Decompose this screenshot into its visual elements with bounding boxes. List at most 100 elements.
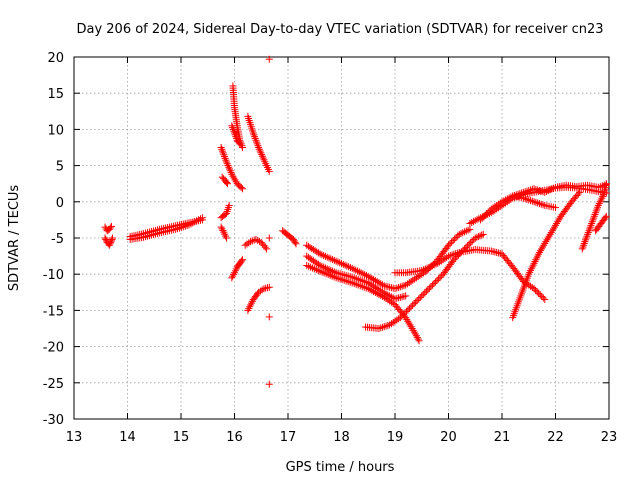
data-point xyxy=(371,289,379,297)
data-point xyxy=(254,236,262,244)
data-point xyxy=(396,283,404,291)
data-point xyxy=(404,306,412,314)
y-tick-label: 20 xyxy=(47,51,64,66)
data-point xyxy=(445,252,452,260)
data-point xyxy=(380,293,388,301)
data-point xyxy=(409,326,417,334)
data-point xyxy=(375,290,383,298)
data-point xyxy=(368,274,376,282)
data-point xyxy=(602,180,610,188)
data-point xyxy=(265,283,273,291)
series-arc-13 xyxy=(241,235,271,253)
data-point xyxy=(530,185,538,193)
data-point xyxy=(228,274,236,282)
data-point xyxy=(387,320,395,328)
data-point xyxy=(327,266,335,274)
data-point xyxy=(434,259,442,267)
data-point xyxy=(325,266,333,274)
data-point xyxy=(523,195,531,203)
data-point xyxy=(552,221,559,229)
data-point xyxy=(594,201,602,209)
y-tick-label: -10 xyxy=(43,268,64,283)
data-point xyxy=(420,266,428,274)
data-point xyxy=(389,299,397,307)
data-point xyxy=(574,190,582,198)
data-point xyxy=(290,237,298,245)
data-point xyxy=(217,223,225,231)
data-point xyxy=(421,265,429,273)
data-point xyxy=(318,251,326,259)
data-point xyxy=(532,256,540,264)
data-point xyxy=(584,229,592,237)
data-point xyxy=(579,243,587,251)
data-point xyxy=(258,151,266,159)
data-point xyxy=(247,238,255,246)
data-point xyxy=(370,276,378,284)
data-point xyxy=(598,194,606,202)
data-point xyxy=(527,267,535,275)
data-point xyxy=(238,257,246,265)
y-axis-label: SDTVAR / TECUs xyxy=(7,185,22,292)
series-arc-22 xyxy=(303,262,423,345)
data-point xyxy=(413,297,421,305)
data-point xyxy=(355,268,363,276)
data-point xyxy=(291,238,299,246)
data-point xyxy=(364,272,372,280)
data-point xyxy=(375,325,383,332)
data-point xyxy=(507,193,515,201)
data-point xyxy=(292,240,300,248)
data-point xyxy=(320,252,328,260)
data-point xyxy=(109,234,117,242)
data-point xyxy=(252,136,260,144)
data-point xyxy=(406,321,414,329)
series-arc-03 xyxy=(126,216,206,241)
data-point xyxy=(540,241,548,249)
data-point xyxy=(101,234,109,242)
data-point xyxy=(425,284,433,292)
data-point xyxy=(254,142,262,150)
data-point xyxy=(229,272,237,280)
data-point xyxy=(220,153,228,161)
data-point xyxy=(230,270,238,278)
data-point xyxy=(265,234,273,242)
data-point xyxy=(419,290,427,298)
data-point xyxy=(407,303,415,311)
data-point xyxy=(582,236,590,244)
data-point xyxy=(532,185,540,193)
data-point xyxy=(473,233,481,241)
data-point xyxy=(576,188,584,196)
data-point xyxy=(391,285,399,293)
data-point xyxy=(493,201,501,209)
chart-title: Day 206 of 2024, Sidereal Day-to-day VTE… xyxy=(76,22,603,37)
data-point xyxy=(334,258,342,266)
data-point xyxy=(578,245,586,253)
data-point xyxy=(412,274,420,282)
data-point xyxy=(527,265,535,273)
data-point xyxy=(375,279,383,287)
data-point xyxy=(423,264,431,272)
data-point xyxy=(474,233,482,241)
data-point xyxy=(435,275,443,283)
data-point xyxy=(530,198,538,206)
data-point xyxy=(407,277,415,285)
data-point xyxy=(399,311,407,319)
data-point xyxy=(393,316,401,324)
data-point xyxy=(467,239,475,247)
x-tick-label: 19 xyxy=(387,430,404,445)
x-tick-label: 15 xyxy=(173,430,190,445)
data-point xyxy=(402,281,410,289)
data-point xyxy=(478,231,486,239)
data-point xyxy=(527,186,535,194)
data-point xyxy=(258,152,266,160)
data-point xyxy=(424,286,432,294)
x-tick-label: 14 xyxy=(119,430,136,445)
data-point xyxy=(239,144,247,151)
data-point xyxy=(217,144,225,151)
y-tick-label: 0 xyxy=(56,196,64,211)
data-point xyxy=(541,239,549,247)
data-point xyxy=(338,260,345,268)
data-point xyxy=(432,278,440,286)
data-point xyxy=(448,251,456,259)
data-point xyxy=(391,317,399,325)
data-point xyxy=(325,254,333,262)
